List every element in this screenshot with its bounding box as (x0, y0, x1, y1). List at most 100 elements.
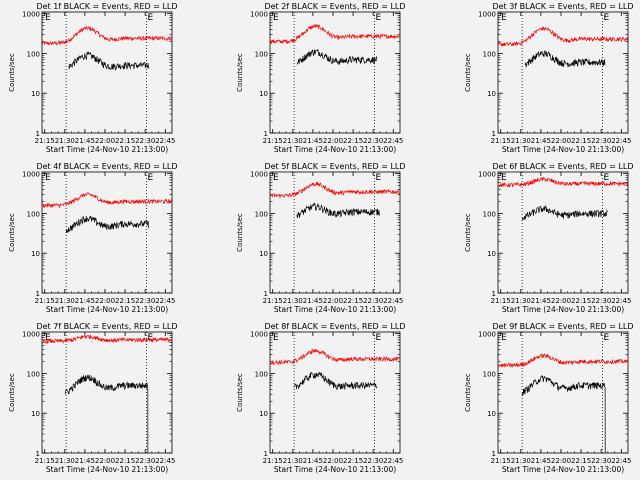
events-series-line (293, 371, 378, 390)
y-tick-label: 10 (259, 250, 268, 258)
x-tick-label: 22:15 (571, 137, 591, 145)
panel-det-8: Det 8f BLACK = Events, RED = LLD 1 10 100 10… (236, 322, 406, 474)
event-marker-label: E (148, 13, 154, 23)
event-marker-label: E (45, 13, 51, 23)
x-tick-label: 22:45 (155, 297, 175, 305)
panel-title: Det 3f BLACK = Events, RED = LLD (492, 2, 633, 11)
x-tick-label: 22:30 (363, 297, 383, 305)
x-tick-label: 21:15 (263, 297, 283, 305)
y-tick-label: 10 (31, 250, 40, 258)
x-tick-label: 22:45 (155, 137, 175, 145)
x-tick-label: 21:15 (491, 457, 511, 465)
x-axis-label: Start Time (24-Nov-10 21:13:00) (46, 465, 168, 474)
events-series-line (68, 50, 150, 71)
plot-frame (497, 171, 629, 294)
event-marker-label: E (604, 333, 610, 343)
x-tick-label: 22:00 (95, 137, 115, 145)
panel-title: Det 4f BLACK = Events, RED = LLD (36, 162, 177, 171)
event-marker-label: E (148, 173, 154, 183)
y-tick-label: 100 (483, 50, 496, 58)
event-marker-label: E (604, 13, 610, 23)
x-tick-label: 21:15 (35, 457, 55, 465)
lld-series-line (497, 176, 628, 188)
x-tick-label: 22:00 (95, 457, 115, 465)
y-axis-label: Counts/sec (464, 213, 472, 252)
panel-title: Det 2f BLACK = Events, RED = LLD (264, 2, 405, 11)
y-tick-label: 1000 (250, 171, 268, 179)
y-axis-label: Counts/sec (236, 373, 244, 412)
x-tick-label: 22:15 (571, 457, 591, 465)
y-tick-label: 100 (27, 370, 40, 378)
x-tick-label: 21:30 (511, 457, 531, 465)
x-axis-label: Start Time (24-Nov-10 21:13:00) (274, 305, 396, 314)
x-axis-label: Start Time (24-Nov-10 21:13:00) (502, 145, 624, 154)
x-tick-label: 21:45 (303, 457, 323, 465)
x-tick-label: 22:15 (343, 297, 363, 305)
y-tick-label: 1 (492, 290, 496, 298)
panel-title: Det 8f BLACK = Events, RED = LLD (264, 322, 405, 331)
y-tick-label: 100 (255, 50, 268, 58)
x-tick-label: 22:30 (591, 137, 611, 145)
plot-frame (41, 11, 173, 134)
event-marker-label: E (376, 333, 382, 343)
events-series-line (521, 205, 608, 221)
x-tick-label: 22:15 (115, 457, 135, 465)
plot-frame (269, 331, 401, 454)
plot-frame (269, 11, 401, 134)
x-tick-label: 21:45 (75, 137, 95, 145)
plot-frame (497, 11, 629, 134)
y-tick-label: 1000 (22, 171, 40, 179)
y-axis-label: Counts/sec (8, 373, 16, 412)
x-tick-label: 22:00 (323, 137, 343, 145)
x-tick-label: 22:00 (551, 137, 571, 145)
x-tick-label: 22:45 (155, 457, 175, 465)
x-tick-label: 22:15 (115, 137, 135, 145)
y-tick-label: 10 (31, 90, 40, 98)
x-tick-label: 21:45 (303, 297, 323, 305)
y-axis-label: Counts/sec (464, 53, 472, 92)
y-tick-label: 10 (487, 250, 496, 258)
y-tick-label: 1000 (478, 171, 496, 179)
event-marker-label: E (604, 173, 610, 183)
x-tick-label: 22:15 (343, 137, 363, 145)
lld-series-line (41, 192, 173, 209)
lld-series-line (269, 348, 401, 366)
y-tick-label: 10 (259, 410, 268, 418)
x-tick-label: 21:45 (75, 457, 95, 465)
plot-frame (41, 171, 173, 294)
panel-det-6: Det 6f BLACK = Events, RED = LLD 1 10 100 10… (464, 162, 634, 314)
events-series-line (296, 202, 381, 219)
y-tick-label: 1 (492, 450, 496, 458)
x-tick-label: 21:30 (283, 137, 303, 145)
x-tick-label: 21:45 (303, 137, 323, 145)
x-axis-label: Start Time (24-Nov-10 21:13:00) (274, 145, 396, 154)
lld-series-line (269, 23, 401, 45)
x-axis-label: Start Time (24-Nov-10 21:13:00) (274, 465, 396, 474)
x-tick-label: 22:45 (383, 297, 403, 305)
x-tick-label: 22:30 (135, 457, 155, 465)
x-tick-label: 22:00 (551, 457, 571, 465)
plot-frame (497, 331, 629, 454)
x-tick-label: 22:00 (323, 457, 343, 465)
x-tick-label: 21:15 (491, 137, 511, 145)
x-tick-label: 22:45 (383, 137, 403, 145)
event-marker-label: E (376, 13, 382, 23)
y-axis-label: Counts/sec (464, 373, 472, 412)
x-tick-label: 21:30 (511, 137, 531, 145)
y-tick-label: 1 (492, 130, 496, 138)
lld-series-line (41, 25, 173, 46)
plot-frame (41, 331, 173, 454)
y-tick-label: 10 (259, 90, 268, 98)
x-axis-label: Start Time (24-Nov-10 21:13:00) (502, 305, 624, 314)
x-tick-label: 22:30 (135, 297, 155, 305)
x-tick-label: 21:30 (55, 137, 75, 145)
y-tick-label: 1000 (250, 331, 268, 339)
x-tick-label: 22:45 (611, 137, 631, 145)
x-tick-label: 22:45 (383, 457, 403, 465)
y-tick-label: 1 (264, 290, 268, 298)
y-tick-label: 10 (31, 410, 40, 418)
x-tick-label: 22:45 (611, 457, 631, 465)
y-tick-label: 1000 (250, 11, 268, 19)
panel-title: Det 1f BLACK = Events, RED = LLD (36, 2, 177, 11)
panel-title: Det 7f BLACK = Events, RED = LLD (36, 322, 177, 331)
